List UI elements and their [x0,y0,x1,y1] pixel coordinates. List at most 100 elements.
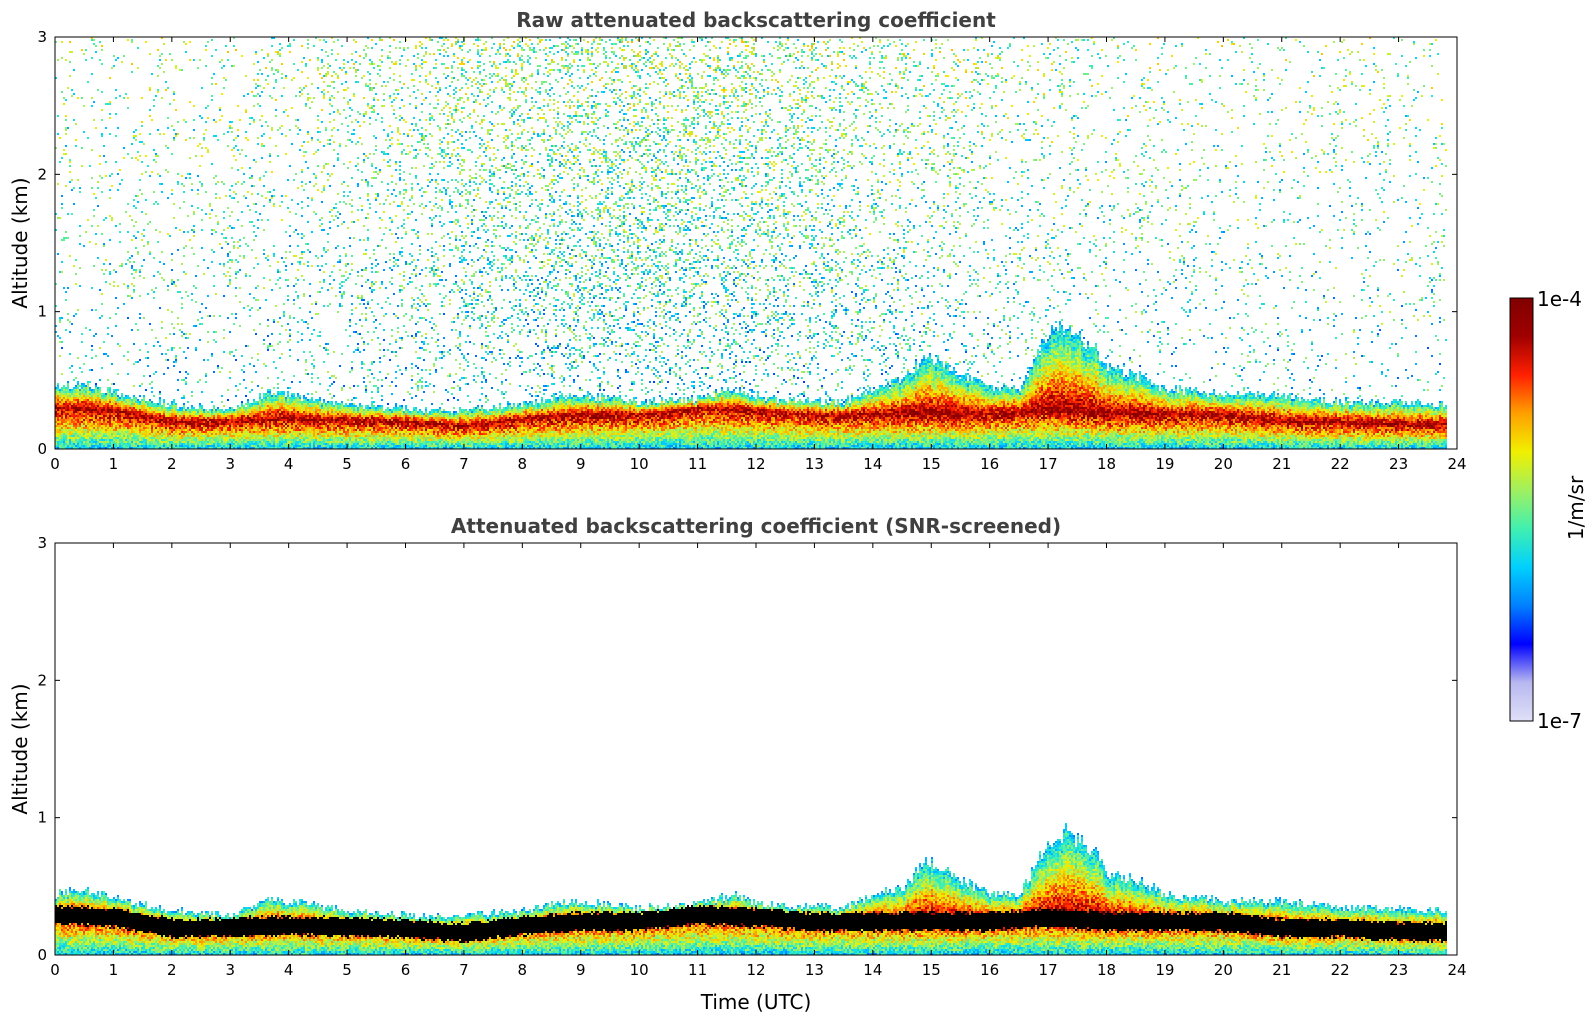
heatmap-cell [77,421,79,423]
heatmap-cell [85,395,87,397]
heatmap-cell [57,397,59,399]
heatmap-cell [87,137,89,139]
heatmap-cell [95,427,97,429]
heatmap-cell [91,437,93,439]
heatmap-cell [57,405,59,407]
heatmap-cell [103,439,105,441]
heatmap-cell [57,115,59,117]
heatmap-cell [75,259,77,261]
heatmap-cell [69,443,71,445]
heatmap-cell [61,407,63,409]
heatmap-cell [59,411,61,413]
heatmap-cell [95,423,97,425]
heatmap-cell [61,207,63,209]
heatmap-cell [67,387,69,389]
heatmap-cell [59,435,61,437]
heatmap-cell [79,409,81,411]
heatmap-cell [101,119,103,121]
heatmap-cell [99,411,101,413]
heatmap-cell [65,59,67,61]
heatmap-cell [81,435,83,437]
heatmap-cell [105,161,107,163]
heatmap-cell [67,427,69,429]
heatmap-cell [73,315,75,317]
heatmap-cell [71,417,73,419]
heatmap-cell [79,187,81,189]
heatmap-cell [61,443,63,445]
heatmap-cell [77,417,79,419]
heatmap-cell [63,103,65,105]
heatmap-cell [95,413,97,415]
heatmap-cell [67,401,69,403]
heatmap-cell [75,425,77,427]
heatmap-cell [101,269,103,271]
heatmap-cell [85,409,87,411]
heatmap-cell [99,401,101,403]
heatmap-cell [81,393,83,395]
heatmap-cell [91,423,93,425]
heatmap-cell [103,405,105,407]
heatmap-cell [95,391,97,393]
heatmap-cell [91,225,93,227]
heatmap-cell [83,443,85,445]
heatmap-cell [103,407,105,409]
heatmap-cell [59,409,61,411]
heatmap-cell [59,427,61,429]
heatmap-cell [71,443,73,445]
heatmap-cell [57,435,59,437]
heatmap-cell [81,403,83,405]
heatmap-cell [89,413,91,415]
heatmap-cell [91,445,93,447]
heatmap-cell [59,425,61,427]
heatmap-cell [61,157,63,159]
heatmap-cell [75,401,77,403]
heatmap-cell [71,419,73,421]
heatmap-cell [75,385,77,387]
heatmap-cell [75,417,77,419]
heatmap-cell [83,437,85,439]
heatmap-cell [85,417,87,419]
heatmap-cell [93,439,95,441]
heatmap-cell [77,393,79,395]
heatmap-cell [61,423,63,425]
heatmap-cell [107,415,109,417]
heatmap-cell [93,427,95,429]
heatmap-cell [87,427,89,429]
heatmap-cell [69,389,71,391]
heatmap-cell [73,187,75,189]
heatmap-cell [79,403,81,405]
heatmap-cell [65,419,67,421]
heatmap-cell [83,433,85,435]
heatmap-cell [69,181,71,183]
heatmap-cell [71,189,73,191]
heatmap-cell [73,431,75,433]
heatmap-cell [61,417,63,419]
heatmap-cell [71,433,73,435]
heatmap-cell [63,441,65,443]
heatmap-cell [65,427,67,429]
heatmap-cell [87,219,89,221]
heatmap-cell [89,389,91,391]
heatmap-cell [71,365,73,367]
heatmap-cell [103,341,105,343]
heatmap-cell [75,411,77,413]
heatmap-cell [97,421,99,423]
heatmap-cell [97,425,99,427]
heatmap-cell [81,385,83,387]
heatmap-cell [73,429,75,431]
heatmap-cell [91,439,93,441]
heatmap-cell [83,395,85,397]
heatmap-cell [91,349,93,351]
heatmap-cell [95,441,97,443]
heatmap-cell [61,317,63,319]
heatmap-cell [105,439,107,441]
heatmap-cell [85,411,87,413]
heatmap-cell [75,415,77,417]
heatmap-cell [97,423,99,425]
heatmap-cell [99,59,101,61]
heatmap-cell [91,177,93,179]
heatmap-cell [57,441,59,443]
heatmap-cell [59,441,61,443]
heatmap-cell [71,411,73,413]
heatmap-cell [81,429,83,431]
